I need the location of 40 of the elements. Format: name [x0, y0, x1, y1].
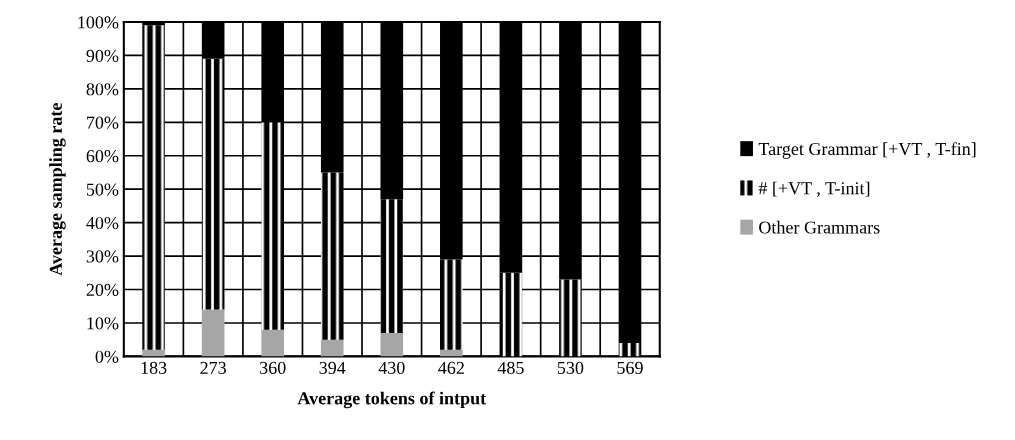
x-tick-label: 530 — [557, 361, 584, 374]
legend-label: Target Grammar [+VT , T-fin] — [758, 142, 976, 159]
y-tick-label: 10% — [87, 317, 119, 330]
bar — [440, 349, 463, 357]
x-tick-label: 394 — [319, 361, 346, 374]
y-tick-label: 60% — [86, 150, 119, 163]
x-tick-label: 485 — [497, 361, 524, 374]
y-tick-label: 50% — [86, 183, 119, 196]
legend-label: Other Grammars — [759, 220, 880, 234]
bar — [201, 309, 225, 357]
x-tick-label: 430 — [378, 361, 405, 374]
y-tick-label: 70% — [87, 116, 119, 129]
bar — [261, 122, 285, 330]
y-tick-label: 20% — [86, 283, 119, 297]
bar — [142, 349, 165, 357]
y-axis-title: Average sampling rate — [49, 103, 66, 276]
bar — [320, 339, 344, 357]
bar — [440, 259, 463, 350]
y-tick-label: 0% — [95, 350, 119, 363]
bar — [618, 343, 642, 357]
x-tick-label: 273 — [200, 361, 226, 374]
x-tick-label: 462 — [438, 361, 464, 374]
bar — [142, 25, 165, 350]
y-tick-label: 90% — [86, 49, 119, 62]
x-tick-label: 360 — [260, 361, 286, 374]
bar — [320, 172, 344, 340]
legend-label: # [+VT , T-init] — [758, 181, 870, 197]
x-axis-title: Average tokens of intput — [297, 391, 487, 409]
y-tick-label: 40% — [86, 216, 119, 230]
bar — [380, 332, 404, 357]
bar — [380, 199, 404, 333]
y-tick-label: 30% — [86, 250, 119, 263]
bar — [201, 58, 225, 310]
x-tick-label: 569 — [617, 361, 643, 374]
bar — [559, 279, 582, 357]
y-tick-label: 80% — [86, 83, 119, 96]
y-tick-label: 100% — [78, 16, 119, 29]
bar — [499, 272, 523, 357]
x-tick-label: 183 — [141, 361, 167, 374]
bar — [261, 329, 285, 357]
